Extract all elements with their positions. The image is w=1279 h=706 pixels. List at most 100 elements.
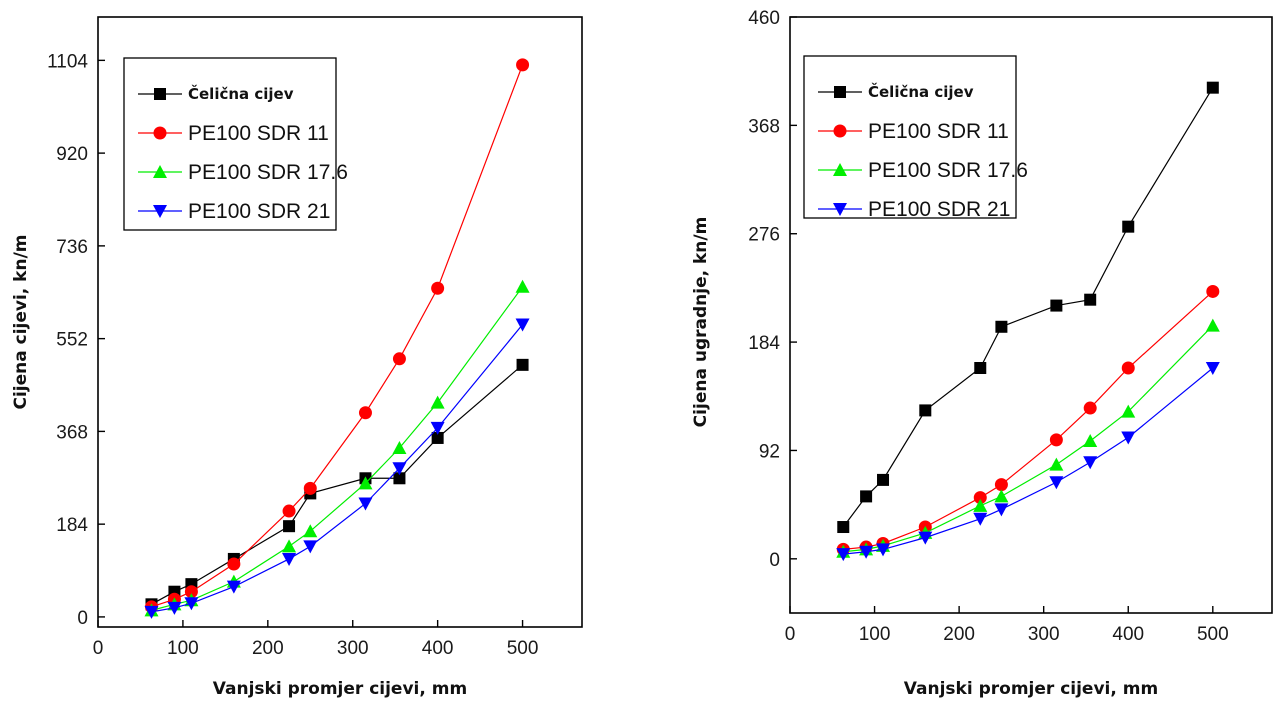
data-point: [431, 431, 444, 444]
y-tick-label: 368: [56, 422, 88, 443]
legend-label: PE100 SDR 17.6: [868, 159, 1028, 182]
series-0: [145, 358, 529, 611]
plot-frame: [97, 16, 583, 628]
legend-marker: [153, 205, 167, 218]
data-point: [431, 281, 445, 295]
y-tick-label: 184: [748, 333, 780, 354]
x-tick-label: 500: [1197, 624, 1229, 645]
y-axis-title: Cijena ugradnje, kn/m: [691, 217, 711, 428]
x-tick-label: 100: [859, 624, 891, 645]
data-point: [303, 481, 317, 495]
x-tick-label: 400: [422, 638, 454, 659]
data-point: [1049, 433, 1063, 447]
series-line: [842, 87, 1214, 528]
data-point: [876, 543, 891, 557]
legend-label: PE100 SDR 11: [188, 122, 329, 145]
y-tick-label: 1104: [47, 51, 88, 72]
legend-label: Čelična cijev: [188, 84, 294, 103]
data-point: [860, 490, 873, 503]
data-point: [837, 521, 850, 534]
data-point: [919, 404, 932, 417]
y-tick-label: 92: [759, 441, 780, 462]
legend-label: PE100 SDR 11: [868, 120, 1009, 143]
data-point: [516, 58, 530, 72]
data-point: [918, 531, 933, 545]
data-point: [282, 539, 297, 553]
y-axis-title: Cijena cijevi, kn/m: [11, 234, 31, 409]
x-tick-label: 200: [943, 624, 975, 645]
data-point: [994, 503, 1009, 517]
series-line: [843, 290, 1214, 550]
y-tick-label: 920: [56, 144, 88, 165]
data-point: [227, 557, 241, 571]
series-line: [843, 325, 1214, 553]
legend-item: Čelična cijev: [138, 84, 294, 103]
legend-item: PE100 SDR 21: [138, 200, 330, 223]
data-point: [144, 605, 159, 619]
data-point: [392, 462, 407, 476]
y-tick-label: 0: [769, 550, 780, 571]
data-point: [226, 580, 241, 594]
data-point: [515, 279, 530, 293]
data-point: [282, 504, 296, 518]
data-point: [1084, 293, 1097, 306]
legend-marker: [833, 203, 847, 216]
y-tick-label: 368: [748, 116, 780, 137]
x-tick-label: 300: [1028, 624, 1060, 645]
legend-marker: [833, 124, 847, 138]
x-tick-label: 400: [1112, 624, 1144, 645]
series-3: [144, 318, 530, 619]
legend-item: PE100 SDR 11: [138, 122, 329, 145]
legend-item: PE100 SDR 17.6: [138, 161, 348, 184]
left-chart-price-pipe: 0 100 200 300 400 500 0 184 368 552 736 920 1104 Vanj…: [11, 16, 583, 699]
x-tick-label: 0: [785, 624, 796, 645]
data-point: [303, 524, 318, 538]
y-tick-label: 184: [56, 515, 88, 536]
series-line: [151, 364, 523, 605]
data-point: [974, 362, 987, 375]
data-point: [358, 497, 373, 511]
data-point: [1121, 431, 1136, 445]
data-point: [1083, 401, 1097, 415]
data-point: [430, 395, 445, 409]
y-tick-label: 0: [77, 608, 88, 629]
data-point: [973, 498, 988, 512]
data-point: [358, 476, 373, 490]
data-point: [1083, 456, 1098, 470]
legend-item: PE100 SDR 11: [818, 120, 1009, 143]
data-point: [877, 473, 890, 486]
plot-frame: [789, 16, 1273, 614]
x-axis-title: Vanjski promjer cijevi, mm: [213, 679, 467, 699]
legend-item: PE100 SDR 21: [818, 198, 1010, 221]
legend-marker: [153, 126, 167, 140]
data-point: [283, 520, 296, 533]
series-2: [836, 318, 1220, 558]
series-3: [836, 362, 1220, 562]
y-tick-label: 460: [748, 8, 780, 29]
legend-label: PE100 SDR 17.6: [188, 161, 348, 184]
x-tick-label: 300: [337, 638, 369, 659]
data-point: [393, 472, 406, 485]
data-point: [358, 406, 372, 420]
data-point: [973, 512, 988, 526]
data-point: [1205, 362, 1220, 376]
data-point: [994, 478, 1008, 492]
data-point: [184, 597, 199, 611]
legend-marker: [153, 165, 167, 178]
legend-marker: [154, 88, 166, 100]
data-point: [995, 320, 1008, 333]
legend: Čelična cijev PE100 SDR 11 PE100 SDR 17.6 P…: [803, 55, 1028, 221]
series-line: [151, 324, 524, 613]
y-tick-label: 736: [56, 237, 88, 258]
data-point: [392, 441, 407, 455]
data-point: [1050, 299, 1063, 312]
legend-label: PE100 SDR 21: [868, 198, 1010, 221]
data-point: [1205, 318, 1220, 332]
y-tick-label: 552: [56, 330, 88, 351]
legend: Čelična cijev PE100 SDR 11 PE100 SDR 17.6 P…: [123, 57, 348, 231]
y-tick-label: 276: [748, 225, 780, 246]
data-point: [994, 489, 1009, 503]
data-point: [1083, 434, 1098, 448]
x-tick-label: 500: [507, 638, 539, 659]
